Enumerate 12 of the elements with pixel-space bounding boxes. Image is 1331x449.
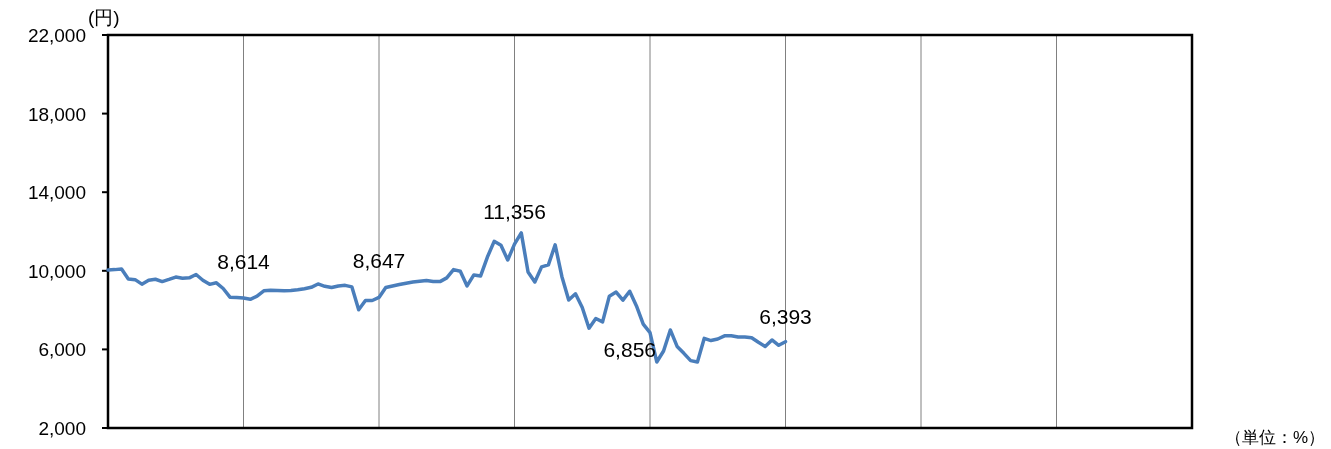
data-label: 6,393 [759,304,812,328]
data-label: 11,356 [483,199,546,223]
y-tick-label: 10,000 [27,260,86,282]
y-tick-label: 2,000 [38,418,86,439]
data-label: 8,647 [352,249,406,272]
y-tick-label: 18,000 [27,103,86,125]
y-tick-label: 14,000 [27,182,86,204]
text: （単位：%） [1224,428,1325,447]
y-tick-label: 6,000 [38,339,86,361]
y-tick-label: 22,000 [27,25,86,46]
y-axis-title: (円) [88,7,120,28]
data-label: 8,614 [217,249,271,273]
